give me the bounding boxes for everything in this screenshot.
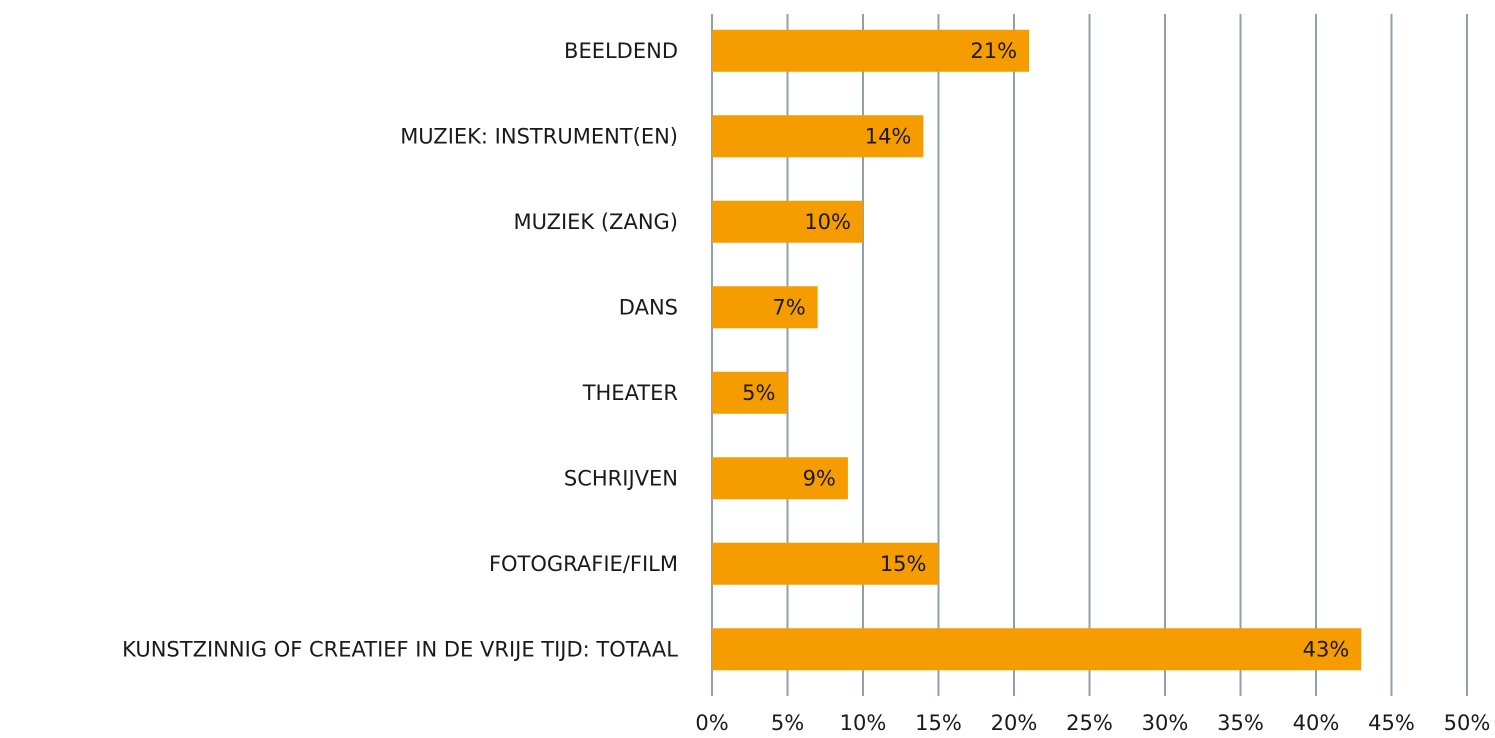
data-label: 15% [880, 552, 927, 576]
data-label: 7% [772, 295, 805, 319]
x-tick-label: 15% [915, 711, 962, 735]
x-tick-label: 40% [1293, 711, 1340, 735]
y-tick-label: THEATER [582, 381, 678, 405]
y-tick-label: FOTOGRAFIE/FILM [489, 552, 678, 576]
y-tick-label: DANS [619, 295, 678, 319]
data-label: 43% [1303, 637, 1350, 661]
y-tick-label: MUZIEK: INSTRUMENT(EN) [400, 124, 678, 148]
x-tick-label: 25% [1066, 711, 1113, 735]
bar [712, 286, 818, 329]
data-label: 5% [742, 381, 775, 405]
y-tick-label: MUZIEK (ZANG) [513, 210, 678, 234]
y-tick-label: KUNSTZINNIG OF CREATIEF IN DE VRIJE TIJD… [122, 637, 678, 661]
data-label: 9% [803, 466, 836, 490]
x-tick-label: 10% [840, 711, 887, 735]
y-tick-label: BEELDEND [564, 39, 678, 63]
data-label: 21% [970, 39, 1017, 63]
x-tick-label: 45% [1368, 711, 1415, 735]
data-label: 14% [865, 124, 912, 148]
x-tick-label: 20% [991, 711, 1038, 735]
bar [712, 542, 939, 585]
x-tick-label: 30% [1142, 711, 1189, 735]
bar [712, 200, 863, 243]
x-tick-label: 50% [1444, 711, 1491, 735]
bar [712, 371, 788, 414]
bar [712, 29, 1030, 72]
bar [712, 628, 1362, 671]
y-tick-label: SCHRIJVEN [564, 466, 678, 490]
bar [712, 115, 924, 158]
data-label: 10% [804, 210, 851, 234]
x-tick-label: 0% [695, 711, 728, 735]
x-tick-label: 5% [771, 711, 804, 735]
bar [712, 457, 848, 500]
x-tick-label: 35% [1217, 711, 1264, 735]
